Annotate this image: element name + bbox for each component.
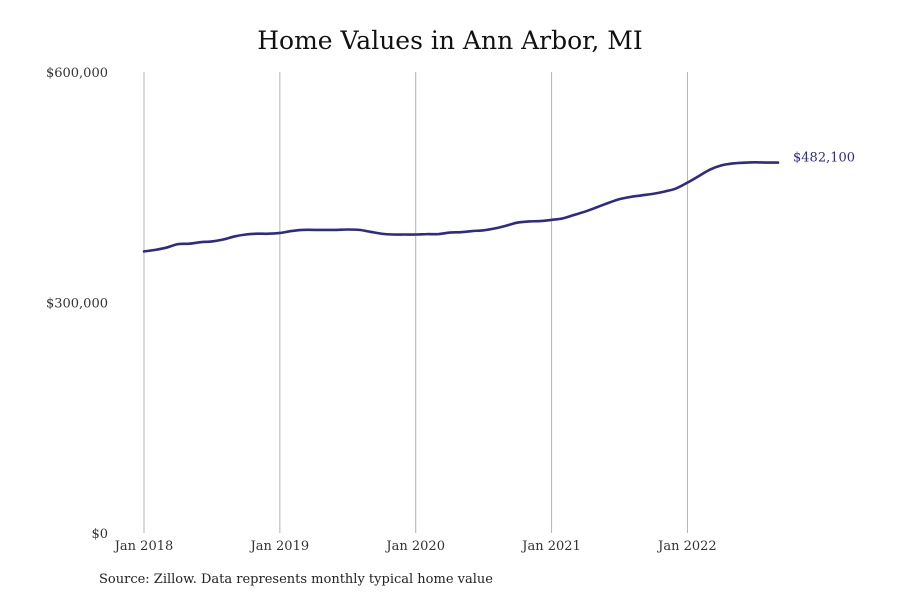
x-axis-ticks: Jan 2018 Jan 2019 Jan 2020 Jan 2021 Jan 2022	[113, 539, 717, 554]
end-value-label: $482,100	[793, 151, 855, 166]
source-note: Source: Zillow. Data represents monthly …	[99, 572, 493, 587]
grid-lines	[143, 72, 688, 533]
y-tick-label: $300,000	[46, 297, 108, 312]
y-axis-ticks: $0 $300,000 $600,000	[46, 66, 108, 542]
x-tick-label: Jan 2021	[520, 539, 581, 554]
x-tick-label: Jan 2022	[656, 539, 717, 554]
x-tick-label: Jan 2019	[249, 539, 310, 554]
chart-title: Home Values in Ann Arbor, MI	[257, 26, 643, 55]
series-line-home-value	[142, 160, 780, 253]
y-tick-label: $600,000	[46, 66, 108, 81]
y-tick-label: $0	[91, 527, 108, 542]
x-tick-label: Jan 2020	[384, 539, 445, 554]
x-tick-label: Jan 2018	[113, 539, 174, 554]
